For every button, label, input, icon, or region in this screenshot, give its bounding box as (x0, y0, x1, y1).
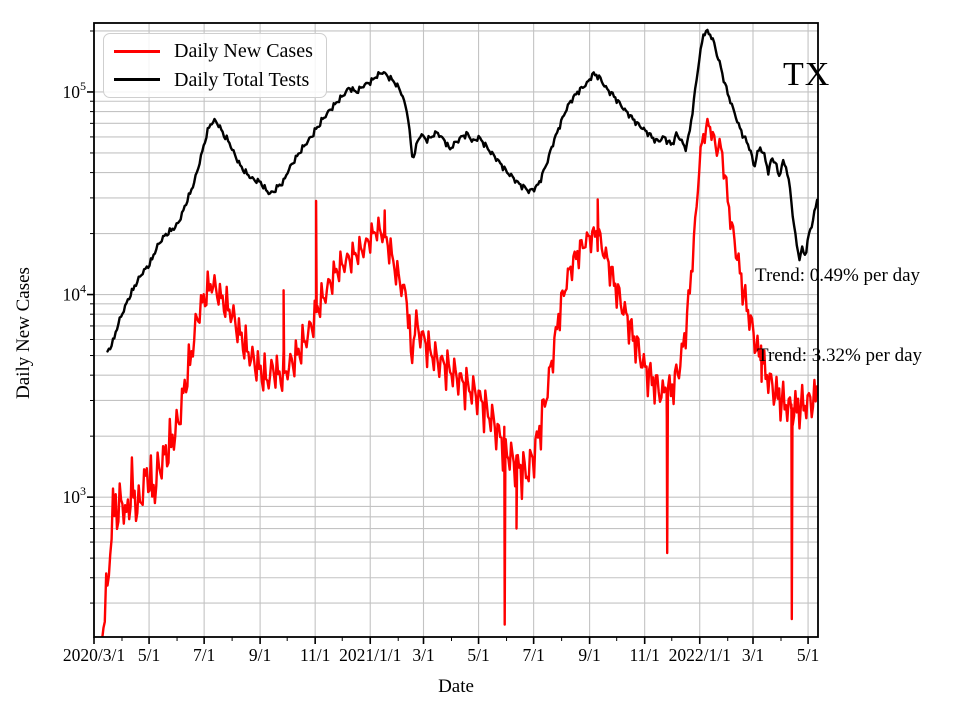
x-tick-label: 7/1 (522, 645, 544, 665)
x-tick-label: 7/1 (193, 645, 215, 665)
x-tick-label: 11/1 (629, 645, 659, 665)
x-tick-label: 2021/1/1 (339, 645, 401, 665)
x-tick-label: 5/1 (797, 645, 819, 665)
grid-lines (93, 23, 818, 637)
legend-item-tests: Daily Total Tests (112, 67, 318, 93)
x-tick-label: 5/1 (467, 645, 489, 665)
legend-line-sample-black (114, 78, 160, 82)
trend-annotation-tests: Trend: 0.49% per day (755, 265, 920, 286)
x-tick-label: 2020/3/1 (63, 645, 125, 665)
plot-border (93, 22, 819, 638)
legend-label-tests: Daily Total Tests (174, 68, 310, 91)
legend-item-cases: Daily New Cases (112, 38, 318, 64)
tick-labels: 2020/3/1 5/1 7/1 9/1 11/1 2021/1/1 3/1 5/1 7/1 9/… (63, 79, 820, 665)
legend: Daily New Cases Daily Total Tests (103, 33, 327, 98)
x-tick-label: 11/1 (300, 645, 330, 665)
x-axis-label: Date (438, 676, 474, 697)
daily-total-tests-line (106, 28, 818, 353)
x-tick-label: 9/1 (578, 645, 600, 665)
axis-ticks (87, 30, 809, 644)
state-label: TX (783, 56, 831, 93)
y-axis-label: Daily New Cases (13, 267, 34, 399)
x-tick-label: 2022/1/1 (669, 645, 731, 665)
x-tick-label: 3/1 (742, 645, 764, 665)
x-tick-label: 3/1 (412, 645, 434, 665)
legend-label-cases: Daily New Cases (174, 40, 313, 63)
y-tick-label: 104 (63, 282, 87, 305)
data-lines (101, 28, 818, 637)
y-tick-label: 105 (63, 79, 87, 102)
y-tick-label: 103 (63, 484, 87, 507)
trend-annotation-cases: Trend: 3.32% per day (757, 345, 922, 366)
legend-line-sample-red (114, 49, 160, 53)
daily-new-cases-line (101, 117, 818, 637)
x-tick-label: 5/1 (138, 645, 160, 665)
x-tick-label: 9/1 (249, 645, 271, 665)
